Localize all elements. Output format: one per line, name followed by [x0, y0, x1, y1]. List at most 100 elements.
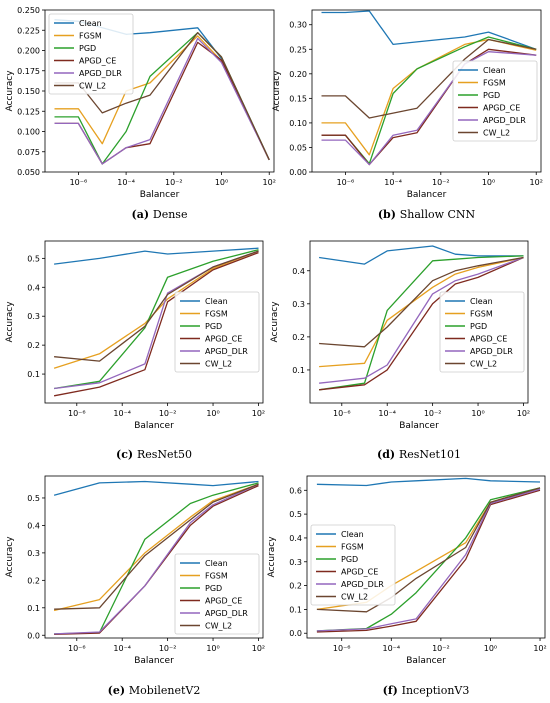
chart-panel-3: 0.1 0.2 0.3 0.4 0.5 10⁻⁶ 10⁻⁴ 10⁻² 10⁰ 10² Balance… — [5, 240, 265, 461]
y-axis-label: Accuracy — [272, 70, 282, 112]
x-tick-label: 10⁻⁶ — [337, 178, 355, 187]
y-tick-label: 0.10 — [289, 119, 307, 128]
chart-panel-4: 0.1 0.2 0.3 0.4 10⁻⁶ 10⁻⁴ 10⁻² 10⁰ 10² Balancer Ac… — [270, 240, 530, 461]
panel-caption: (d) ResNet101 — [377, 448, 461, 461]
y-tick-label: 0.3 — [289, 558, 302, 567]
y-tick-label: 0.05 — [289, 143, 307, 152]
panel-caption-text: MobilenetV2 — [129, 684, 200, 697]
x-tick-label: 10⁻² — [159, 409, 177, 418]
series-line-apgd-ce — [319, 256, 524, 391]
y-tick-label: 0.1 — [292, 366, 305, 375]
y-tick-label: 0.150 — [17, 87, 40, 96]
panel-caption: (b) Shallow CNN — [378, 208, 476, 221]
panel-caption-label: (d) — [377, 448, 399, 461]
legend-label: APGD_DLR — [205, 347, 248, 356]
legend-label: PGD — [205, 584, 222, 593]
y-axis-label: Accuracy — [267, 536, 277, 578]
legend-box — [452, 60, 538, 142]
y-tick-label: 0.200 — [17, 47, 40, 56]
series-line-apgd-dlr — [319, 256, 524, 384]
x-tick-label: 10⁰ — [482, 178, 495, 187]
x-tick-label: 10⁰ — [484, 644, 497, 653]
legend-label: PGD — [470, 322, 487, 331]
y-axis-label: Accuracy — [5, 301, 15, 343]
y-tick-label: 0.6 — [289, 486, 302, 495]
y-tick-label: 0.1 — [27, 604, 40, 613]
legend: Clean FGSM PGD APGD_CE APGD_DLR CW_L2 — [174, 291, 260, 373]
legend-label: CW_L2 — [483, 129, 510, 138]
x-tick-label: 10⁰ — [215, 178, 228, 187]
legend-label: APGD_CE — [205, 597, 242, 606]
series-line-fgsm — [53, 483, 259, 612]
plot-frame — [44, 240, 264, 404]
x-tick-label: 10⁰ — [206, 409, 219, 418]
series-line-pgd — [319, 255, 524, 391]
legend: Clean FGSM PGD APGD_CE APGD_DLR CW_L2 — [439, 291, 525, 373]
y-tick-label: 0.2 — [27, 341, 40, 350]
legend-label: Clean — [341, 530, 364, 539]
x-axis-label: Balancer — [134, 421, 174, 431]
x-tick-label: 10⁻⁴ — [117, 178, 135, 187]
legend-label: CW_L2 — [205, 622, 232, 631]
x-tick-label: 10⁻⁶ — [70, 178, 88, 187]
chart-panel-6: 0.0 0.1 0.2 0.3 0.4 0.5 0.6 10⁻⁶ 10⁻⁴ 10⁻² 10⁰ 10² B… — [267, 475, 547, 697]
plot-frame — [44, 475, 264, 639]
series-line-cw-l2 — [316, 487, 541, 613]
series-line-fgsm — [319, 256, 524, 368]
y-tick-label: 0.5 — [289, 510, 302, 519]
y-tick-label: 0.225 — [17, 26, 40, 35]
y-axis-label: Accuracy — [5, 70, 15, 112]
x-tick-label: 10⁻⁴ — [113, 409, 131, 418]
x-axis-label: Balancer — [407, 190, 447, 200]
legend-label: PGD — [205, 322, 222, 331]
x-tick-label: 10² — [517, 409, 530, 418]
panel-caption-label: (e) — [108, 684, 129, 697]
y-tick-label: 0.175 — [17, 67, 40, 76]
legend-label: FGSM — [470, 310, 493, 319]
plot-frame — [306, 475, 546, 639]
x-tick-label: 10⁻⁴ — [378, 409, 396, 418]
series-line-clean — [53, 480, 259, 496]
panel-caption-text: ResNet101 — [399, 448, 461, 461]
plot-frame — [309, 240, 529, 404]
legend-label: FGSM — [79, 32, 102, 41]
y-tick-label: 0.2 — [289, 582, 302, 591]
legend: Clean FGSM PGD APGD_CE APGD_DLR CW_L2 — [310, 524, 396, 606]
panel-caption: (a) Dense — [132, 208, 188, 221]
x-tick-label: 10⁻⁴ — [113, 644, 131, 653]
series-line-apgd-ce — [54, 485, 259, 636]
x-tick-label: 10⁰ — [206, 644, 219, 653]
legend-label: CW_L2 — [470, 360, 497, 369]
x-tick-label: 10⁻² — [424, 409, 442, 418]
series-line-cw-l2 — [54, 483, 259, 610]
y-tick-label: 0.3 — [292, 300, 305, 309]
x-tick-label: 10⁻⁴ — [384, 178, 402, 187]
series-line-clean — [319, 245, 524, 265]
y-tick-label: 0.4 — [27, 283, 40, 292]
legend-label: FGSM — [341, 543, 364, 552]
y-tick-label: 0.5 — [27, 254, 40, 263]
series-line-apgd-dlr — [321, 51, 537, 166]
chart-panel-1: 0.050 0.075 0.100 0.125 0.150 0.175 0.200 0.225… — [5, 6, 276, 221]
panel-caption: (c) ResNet50 — [116, 448, 192, 461]
legend-label: APGD_CE — [341, 568, 378, 577]
series-line-cw-l2 — [319, 256, 524, 348]
y-tick-label: 0.3 — [27, 312, 40, 321]
legend-label: APGD_DLR — [483, 116, 526, 125]
series-line-cw-l2 — [321, 38, 537, 119]
series-line-fgsm — [321, 38, 537, 156]
legend-label: APGD_CE — [483, 104, 520, 113]
y-tick-label: 0.15 — [289, 94, 307, 103]
legend-label: APGD_CE — [205, 335, 242, 344]
series-line-pgd — [53, 249, 259, 390]
legend-box — [174, 553, 260, 635]
series-line-clean — [316, 477, 541, 487]
x-axis-label: Balancer — [399, 421, 439, 431]
legend-box — [439, 291, 525, 373]
y-tick-label: 0.4 — [292, 267, 305, 276]
x-axis-label: Balancer — [134, 656, 174, 666]
y-tick-label: 0.4 — [289, 534, 302, 543]
legend-label: Clean — [483, 66, 506, 75]
x-tick-label: 10⁻² — [159, 644, 177, 653]
y-tick-label: 0.075 — [17, 148, 40, 157]
